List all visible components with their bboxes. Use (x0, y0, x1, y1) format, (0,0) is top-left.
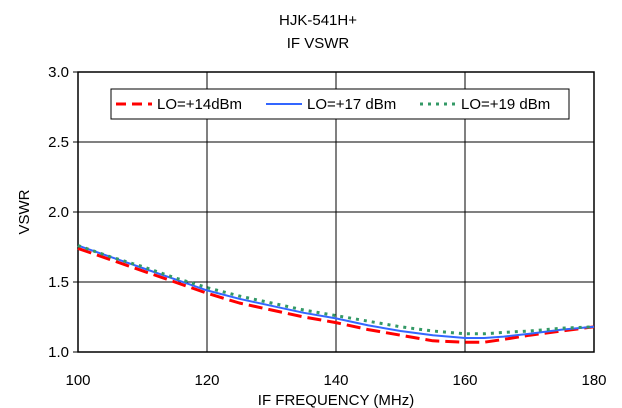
x-axis-label: IF FREQUENCY (MHz) (258, 392, 414, 408)
legend-label-2: LO=+17 dBm (307, 96, 396, 113)
y-tick-label: 2.5 (48, 134, 69, 151)
y-tick-label: 1.5 (48, 274, 69, 291)
legend: LO=+14dBm LO=+17 dBm LO=+19 dBm (110, 88, 570, 120)
x-tick-label: 100 (65, 372, 90, 389)
x-tick-label: 180 (581, 372, 606, 389)
y-axis-label: VSWR (16, 189, 33, 234)
legend-label-1: LO=+14dBm (157, 96, 242, 113)
y-tick-label: 1.0 (48, 344, 69, 361)
plot-frame (77, 71, 595, 353)
legend-box (110, 88, 570, 120)
y-tick-label: 2.0 (48, 204, 69, 221)
chart-subtitle: IF VSWR (287, 35, 350, 52)
axis-ticks: 100 120 140 160 180 1.0 1.5 2.0 2.5 3.0 (48, 64, 606, 389)
x-tick-label: 160 (452, 372, 477, 389)
chart-title: HJK-541H+ (279, 12, 357, 29)
legend-label-3: LO=+19 dBm (461, 96, 550, 113)
series-line-1 (77, 246, 595, 344)
y-tick-label: 3.0 (48, 64, 69, 81)
series-line-3 (77, 244, 595, 336)
x-tick-label: 140 (323, 372, 348, 389)
series-lines (77, 244, 595, 344)
x-tick-label: 120 (194, 372, 219, 389)
